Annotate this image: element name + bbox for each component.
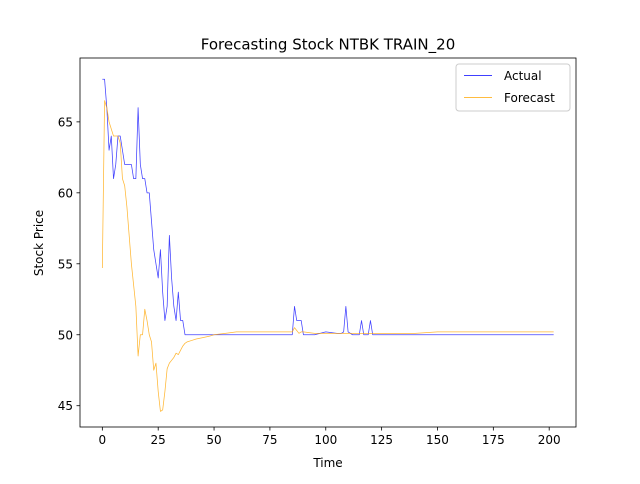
y-tick-label: 50 [58, 328, 73, 342]
y-axis-label: Stock Price [32, 210, 46, 276]
series-line-actual [102, 78, 554, 336]
x-tick-label: 125 [370, 433, 393, 447]
plot-frame [79, 57, 577, 428]
series-line-forecast [101, 100, 554, 412]
x-axis-label: Time [312, 456, 342, 470]
y-tick-label: 60 [58, 186, 73, 200]
x-tick-label: 25 [151, 433, 166, 447]
legend-label-forecast: Forecast [504, 91, 555, 105]
y-tick-label: 55 [58, 257, 73, 271]
y-tick-label: 65 [58, 115, 73, 129]
x-tick-label: 75 [262, 433, 277, 447]
chart-title: Forecasting Stock NTBK TRAIN_20 [201, 36, 455, 55]
legend-label-actual: Actual [504, 69, 542, 83]
x-tick-label: 175 [482, 433, 505, 447]
y-tick-label: 45 [58, 399, 73, 413]
x-tick-label: 100 [314, 433, 337, 447]
x-tick-label: 150 [426, 433, 449, 447]
x-tick-label: 0 [99, 433, 107, 447]
x-tick-label: 200 [538, 433, 561, 447]
x-tick-label: 50 [206, 433, 221, 447]
plot-area: 0 25 50 75 100 125 150 175 200 45 50 55 60 65 Actual Fo… [58, 57, 577, 447]
